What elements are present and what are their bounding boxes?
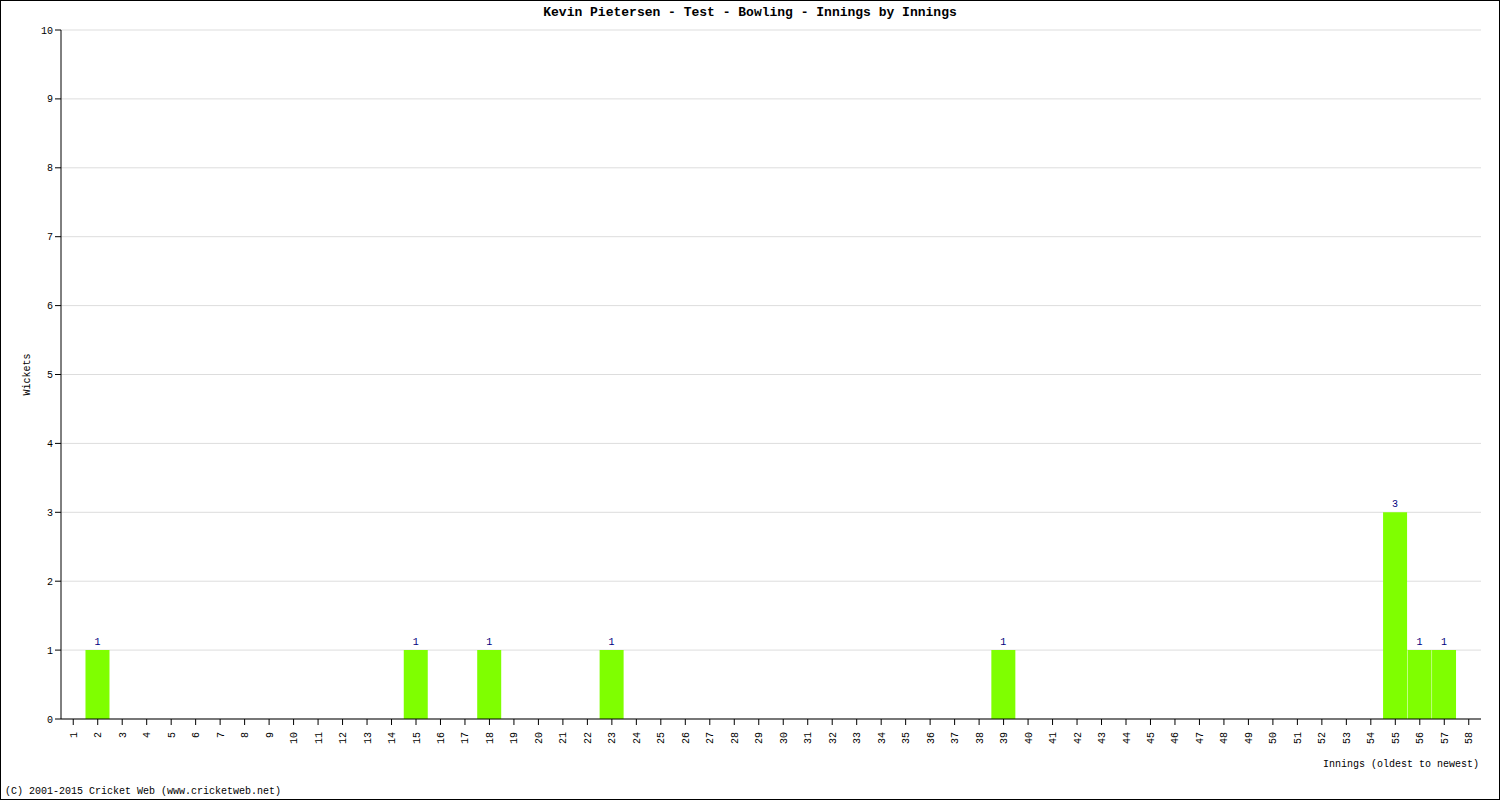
svg-text:26: 26 xyxy=(681,732,692,744)
svg-text:49: 49 xyxy=(1244,732,1255,744)
svg-text:25: 25 xyxy=(656,732,667,744)
svg-text:45: 45 xyxy=(1146,732,1157,744)
svg-text:27: 27 xyxy=(705,732,716,744)
svg-text:41: 41 xyxy=(1048,732,1059,744)
svg-text:55: 55 xyxy=(1391,732,1402,744)
svg-text:3: 3 xyxy=(1392,499,1398,510)
svg-text:22: 22 xyxy=(583,732,594,744)
svg-text:32: 32 xyxy=(828,732,839,744)
svg-text:19: 19 xyxy=(509,732,520,744)
svg-text:1: 1 xyxy=(47,646,53,657)
svg-text:8: 8 xyxy=(47,163,53,174)
svg-text:5: 5 xyxy=(167,732,178,738)
svg-text:34: 34 xyxy=(877,732,888,744)
svg-text:9: 9 xyxy=(47,94,53,105)
svg-text:5: 5 xyxy=(47,370,53,381)
svg-text:8: 8 xyxy=(240,732,251,738)
svg-text:46: 46 xyxy=(1170,732,1181,744)
svg-text:1: 1 xyxy=(413,637,419,648)
svg-text:23: 23 xyxy=(607,732,618,744)
svg-text:1: 1 xyxy=(1000,637,1006,648)
svg-text:1: 1 xyxy=(94,637,100,648)
svg-text:35: 35 xyxy=(901,732,912,744)
svg-text:10: 10 xyxy=(41,26,53,37)
svg-text:3: 3 xyxy=(118,732,129,738)
svg-text:43: 43 xyxy=(1097,732,1108,744)
svg-text:42: 42 xyxy=(1073,732,1084,744)
svg-text:33: 33 xyxy=(852,732,863,744)
svg-text:1: 1 xyxy=(69,732,80,738)
svg-text:56: 56 xyxy=(1415,732,1426,744)
svg-text:Innings (oldest to newest): Innings (oldest to newest) xyxy=(1323,759,1479,770)
svg-text:1: 1 xyxy=(1417,637,1423,648)
svg-text:24: 24 xyxy=(632,732,643,744)
svg-text:4: 4 xyxy=(47,439,53,450)
svg-text:7: 7 xyxy=(216,732,227,738)
svg-text:10: 10 xyxy=(289,732,300,744)
svg-text:4: 4 xyxy=(142,732,153,738)
svg-text:11: 11 xyxy=(314,732,325,744)
svg-text:15: 15 xyxy=(412,732,423,744)
svg-text:1: 1 xyxy=(609,637,615,648)
svg-text:36: 36 xyxy=(926,732,937,744)
svg-text:17: 17 xyxy=(460,732,471,744)
svg-text:21: 21 xyxy=(558,732,569,744)
html-text:(C) 2001-2015 Cricket Web (www: (C) 2001-2015 Cricket Web (www.cricketwe… xyxy=(5,786,281,797)
svg-text:1: 1 xyxy=(1441,637,1447,648)
svg-text:50: 50 xyxy=(1268,732,1279,744)
svg-text:29: 29 xyxy=(754,732,765,744)
svg-text:30: 30 xyxy=(779,732,790,744)
svg-text:7: 7 xyxy=(47,232,53,243)
svg-text:12: 12 xyxy=(338,732,349,744)
svg-text:31: 31 xyxy=(803,732,814,744)
svg-text:20: 20 xyxy=(534,732,545,744)
svg-text:6: 6 xyxy=(47,301,53,312)
svg-text:51: 51 xyxy=(1293,732,1304,744)
svg-text:16: 16 xyxy=(436,732,447,744)
svg-text:2: 2 xyxy=(47,577,53,588)
svg-text:37: 37 xyxy=(950,732,961,744)
svg-text:9: 9 xyxy=(265,732,276,738)
svg-text:44: 44 xyxy=(1122,732,1133,744)
svg-text:1: 1 xyxy=(486,637,492,648)
svg-text:53: 53 xyxy=(1342,732,1353,744)
svg-text:Wickets: Wickets xyxy=(22,353,33,395)
svg-text:58: 58 xyxy=(1464,732,1475,744)
svg-text:38: 38 xyxy=(975,732,986,744)
svg-text:57: 57 xyxy=(1440,732,1451,744)
svg-text:3: 3 xyxy=(47,508,53,519)
svg-text:2: 2 xyxy=(93,732,104,738)
svg-text:13: 13 xyxy=(363,732,374,744)
svg-text:39: 39 xyxy=(999,732,1010,744)
svg-text:47: 47 xyxy=(1195,732,1206,744)
svg-text:40: 40 xyxy=(1024,732,1035,744)
svg-text:52: 52 xyxy=(1317,732,1328,744)
svg-text:18: 18 xyxy=(485,732,496,744)
svg-text:14: 14 xyxy=(387,732,398,744)
svg-text:54: 54 xyxy=(1366,732,1377,744)
svg-text:0: 0 xyxy=(47,715,53,726)
svg-text:28: 28 xyxy=(730,732,741,744)
svg-text:6: 6 xyxy=(191,732,202,738)
svg-text:48: 48 xyxy=(1219,732,1230,744)
html-text:Kevin Pietersen - Test - Bowli: Kevin Pietersen - Test - Bowling - Innin… xyxy=(543,5,957,20)
